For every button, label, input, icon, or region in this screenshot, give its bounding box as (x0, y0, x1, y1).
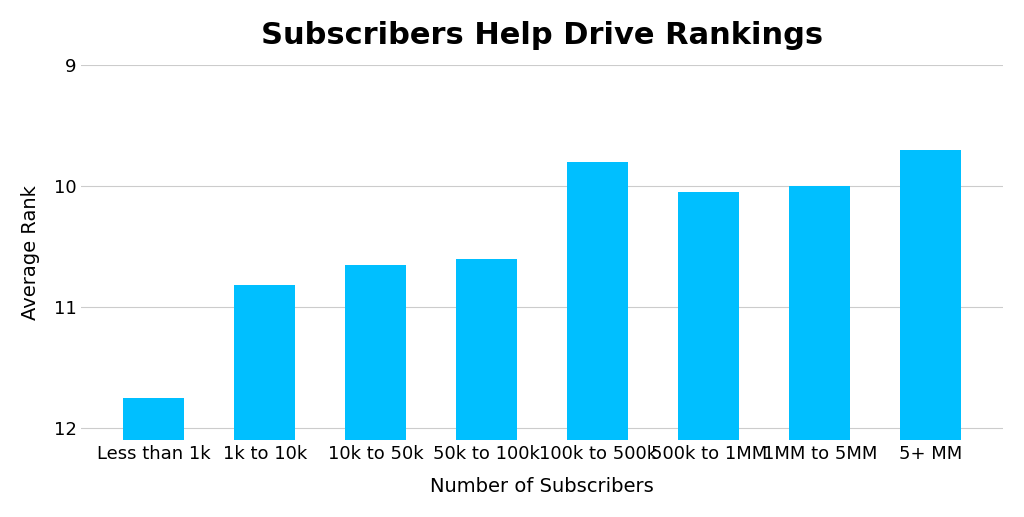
Bar (567, 162, 629, 440)
Bar (790, 186, 850, 440)
Bar (123, 398, 184, 440)
Y-axis label: Average Rank: Average Rank (20, 185, 40, 320)
Bar (234, 285, 295, 440)
X-axis label: Number of Subscribers: Number of Subscribers (430, 477, 654, 496)
Title: Subscribers Help Drive Rankings: Subscribers Help Drive Rankings (261, 21, 823, 50)
Bar (457, 258, 517, 440)
Bar (678, 192, 739, 440)
Bar (345, 265, 407, 440)
Bar (900, 149, 962, 440)
